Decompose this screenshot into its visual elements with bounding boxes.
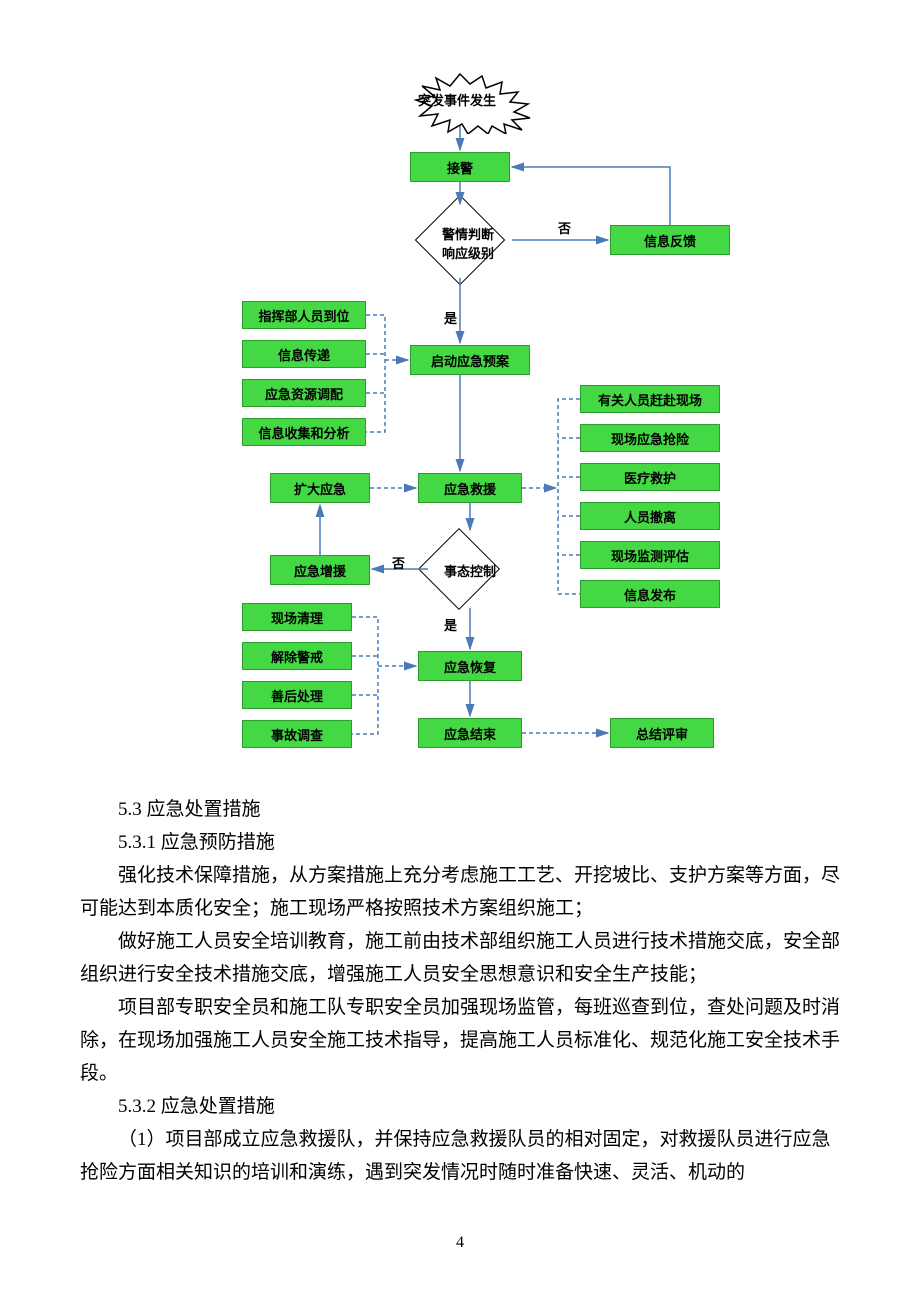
label-yes2: 是 [444,615,457,634]
document-page: 突发事件发生 接警 信息反馈 启动应急预案 应急救援 扩大应急 应急增援 应急恢… [0,0,920,1302]
paragraph-2: 做好施工人员安全培训教育，施工前由技术部组织施工人员进行技术措施交底，安全部组织… [80,925,840,991]
label-yes1: 是 [444,308,457,327]
emergency-flowchart: 突发事件发生 接警 信息反馈 启动应急预案 应急救援 扩大应急 应急增援 应急恢… [0,0,920,780]
label-no1: 否 [558,218,571,237]
label-no2: 否 [392,553,405,572]
page-number: 4 [0,1234,920,1252]
heading-5-3-1: 5.3.1 应急预防措施 [80,826,840,859]
heading-5-3-2: 5.3.2 应急处置措施 [80,1090,840,1123]
paragraph-1: 强化技术保障措施，从方案措施上充分考虑施工工艺、开挖坡比、支护方案等方面，尽可能… [80,859,840,925]
paragraph-4: （1）项目部成立应急救援队，并保持应急救援队员的相对固定，对救援队员进行应急抢险… [80,1123,840,1189]
start-event-label: 突发事件发生 [418,90,496,109]
heading-5-3: 5.3 应急处置措施 [80,793,840,826]
paragraph-3: 项目部专职安全员和施工队专职安全员加强现场监管，每班巡查到位，查处问题及时消除，… [80,991,840,1090]
document-body-text: 5.3 应急处置措施 5.3.1 应急预防措施 强化技术保障措施，从方案措施上充… [80,793,840,1189]
